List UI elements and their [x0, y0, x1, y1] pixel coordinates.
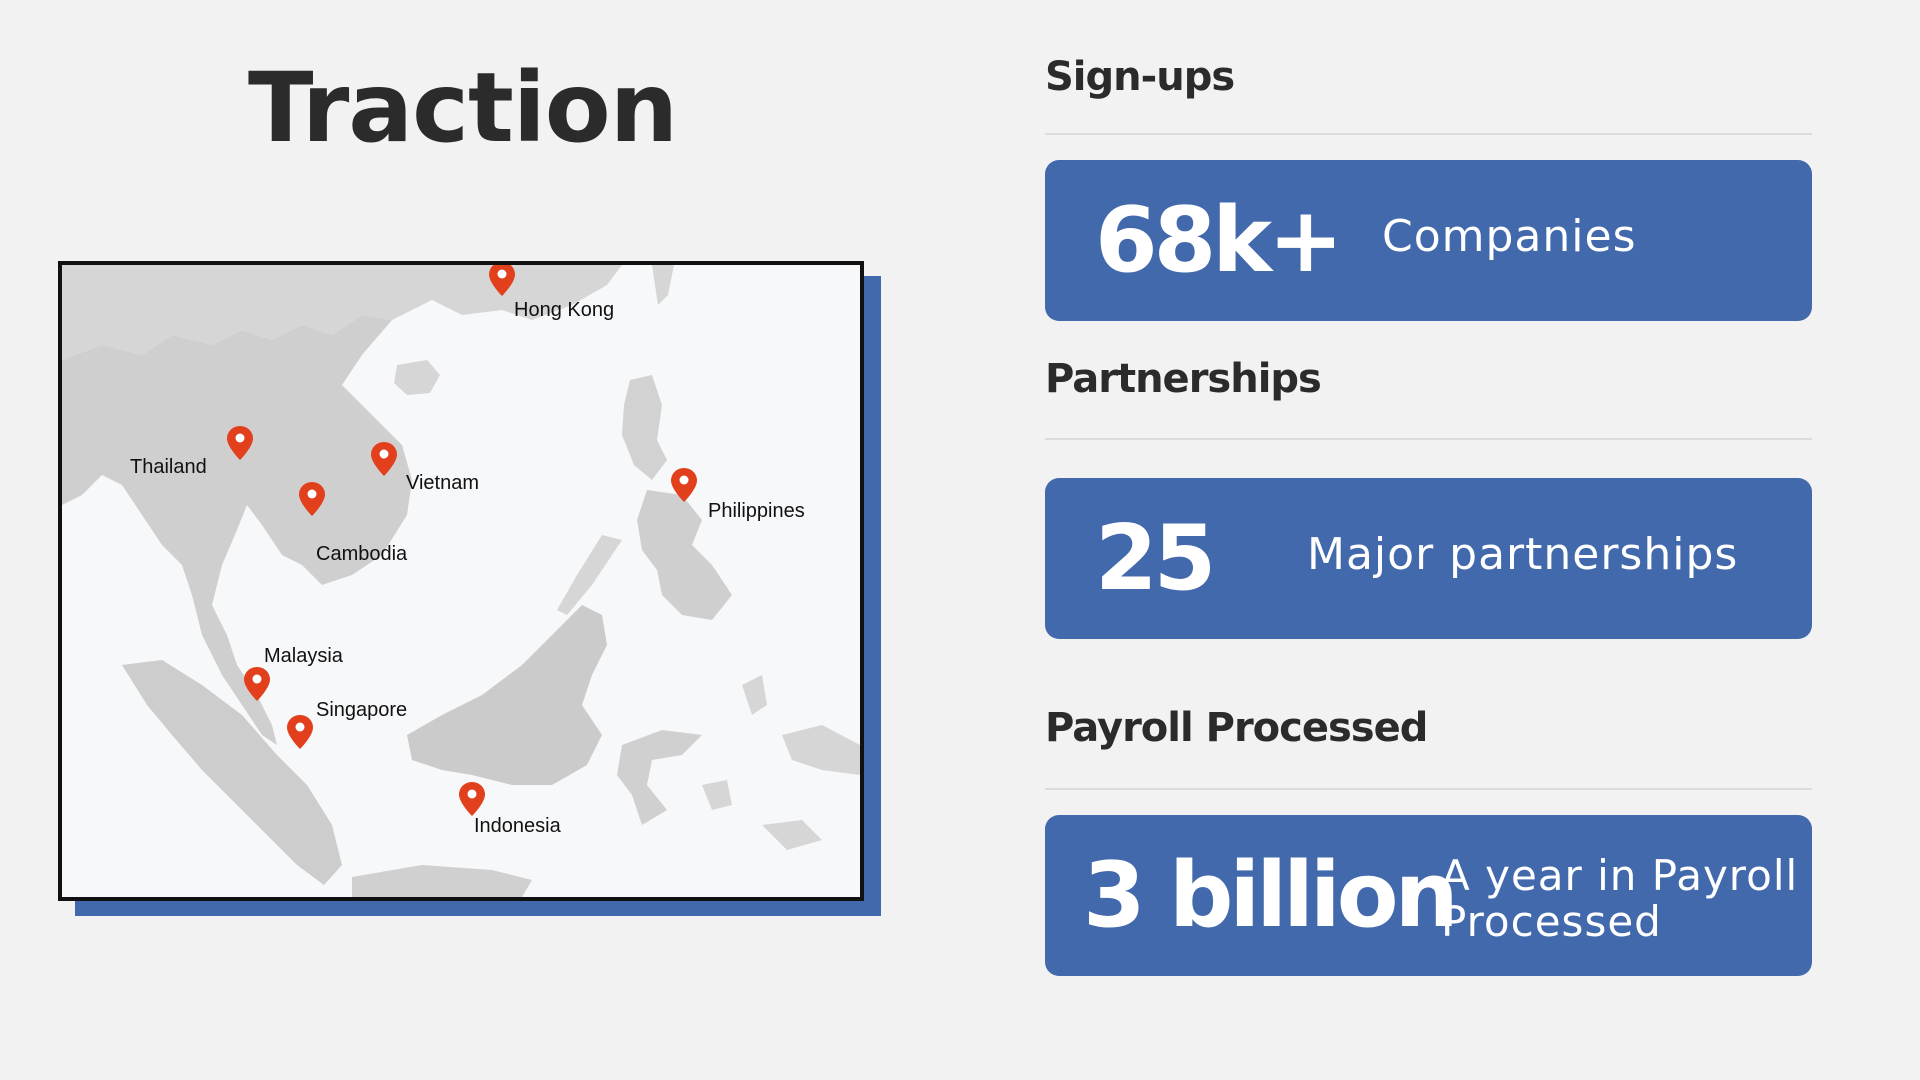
signups-heading: Sign-ups — [1045, 54, 1235, 100]
pin-label-philippines: Philippines — [708, 500, 805, 522]
payroll-description: A year in Payroll Processed — [1441, 851, 1799, 947]
map-landmass — [62, 265, 860, 897]
map-pin-icon[interactable] — [226, 425, 254, 461]
signups-description: Companies — [1382, 211, 1637, 262]
pin-label-singapore: Singapore — [316, 699, 408, 721]
partnerships-value: 25 — [1095, 506, 1216, 611]
signups-divider — [1045, 133, 1812, 135]
partnerships-divider — [1045, 438, 1812, 440]
pin-label-indonesia: Indonesia — [474, 815, 561, 837]
map-pin-icon[interactable] — [370, 441, 398, 477]
signups-value: 68k+ — [1095, 188, 1344, 293]
partnerships-card: 25 Major partnerships — [1045, 478, 1812, 639]
payroll-divider — [1045, 788, 1812, 790]
payroll-description-line2: Processed — [1441, 897, 1662, 947]
pin-label-thailand: Thailand — [130, 456, 207, 478]
map-pin-icon[interactable] — [286, 714, 314, 750]
payroll-value: 3 billion — [1083, 843, 1459, 948]
signups-card: 68k+ Companies — [1045, 160, 1812, 321]
pin-label-malaysia: Malaysia — [264, 645, 343, 667]
payroll-description-line1: A year in Payroll — [1441, 851, 1799, 900]
pin-label-hong-kong: Hong Kong — [514, 299, 615, 321]
payroll-card: 3 billion A year in Payroll Processed — [1045, 815, 1812, 976]
map-pin-icon[interactable] — [298, 481, 326, 517]
map-pin-icon[interactable] — [670, 467, 698, 503]
partnerships-description: Major partnerships — [1307, 529, 1739, 580]
pin-label-cambodia: Cambodia — [316, 543, 408, 565]
map-pin-icon[interactable] — [458, 781, 486, 817]
payroll-heading: Payroll Processed — [1045, 705, 1428, 751]
map-pin-icon[interactable] — [243, 666, 271, 702]
slide-title: Traction — [248, 52, 678, 164]
southeast-asia-map: Hong Kong Thailand Vietnam Cambodia Phil… — [58, 261, 864, 901]
partnerships-heading: Partnerships — [1045, 356, 1322, 402]
map-pin-icon[interactable] — [488, 261, 516, 297]
pin-label-vietnam: Vietnam — [406, 472, 480, 494]
